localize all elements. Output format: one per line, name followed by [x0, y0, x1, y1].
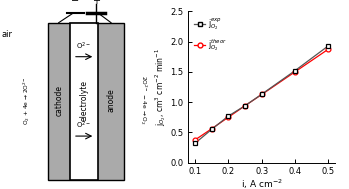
Text: O$_2$ + 4e → 2O$^{2-}$: O$_2$ + 4e → 2O$^{2-}$	[22, 76, 32, 125]
Text: air: air	[2, 29, 13, 39]
Text: 2O$^{2-}$ − 4e → O$_2$: 2O$^{2-}$ − 4e → O$_2$	[138, 75, 148, 125]
Text: −: −	[70, 0, 79, 6]
Text: electrolyte: electrolyte	[80, 80, 89, 121]
Legend: j$_{O_2}^{exp}$, j$_{O_2}^{theor}$: j$_{O_2}^{exp}$, j$_{O_2}^{theor}$	[192, 15, 229, 55]
Bar	[47, 23, 124, 180]
Text: anode: anode	[106, 88, 116, 112]
Text: O$^{2-}$: O$^{2-}$	[76, 120, 92, 131]
Y-axis label: j$_{O_2}$, cm$^3$ cm$^{-2}$ min$^{-1}$: j$_{O_2}$, cm$^3$ cm$^{-2}$ min$^{-1}$	[153, 48, 168, 126]
Text: O$^{2-}$: O$^{2-}$	[76, 41, 92, 52]
X-axis label: i, A cm$^{-2}$: i, A cm$^{-2}$	[241, 178, 283, 189]
Bar	[70, 23, 98, 180]
Text: +: +	[92, 0, 100, 6]
Text: cathode: cathode	[54, 85, 63, 116]
